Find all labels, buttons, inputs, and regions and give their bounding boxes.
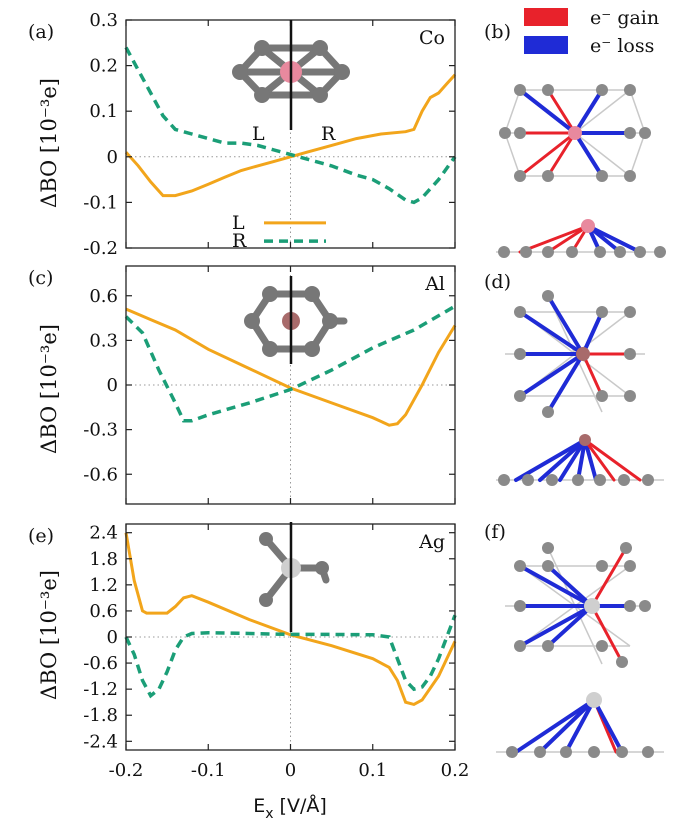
ytick-label: 0 (107, 375, 118, 396)
ylabel-c: ΔBO [10⁻³e] (37, 324, 61, 454)
element-label: Ag (418, 531, 445, 553)
ylabel-e: ΔBO [10⁻³e] (37, 570, 61, 700)
panel-label-d: (d) (484, 271, 511, 293)
ytick-label: 0 (107, 147, 118, 168)
structure-b-icon (496, 84, 666, 258)
panel-label: (a) (28, 21, 54, 43)
ytick-label: -2.4 (83, 731, 118, 752)
xlabel-unit: [V/Å] (274, 794, 327, 817)
xtick-label: 0.1 (358, 760, 387, 781)
series-R-line (124, 614, 457, 699)
ytick-label: -0.6 (83, 653, 118, 674)
ytick-label: 0.6 (89, 601, 118, 622)
xlabel-sub: x (265, 806, 273, 822)
inset-ag-icon (259, 522, 330, 632)
series-R-line (124, 304, 456, 423)
legend-label-R: R (232, 230, 247, 252)
ytick-label: -0.6 (83, 464, 118, 485)
ytick-label: -0.2 (83, 238, 118, 259)
structure-d-icon (496, 290, 664, 486)
panel-c: -0.6 -0.3 0 0.3 0.6 (c) Al (28, 265, 457, 505)
legend-label-L: L (232, 212, 245, 234)
panel-label: (e) (28, 525, 54, 547)
ytick-label: 0 (107, 627, 118, 648)
ytick-label: 0.1 (89, 101, 118, 122)
ytick-label: 0.2 (89, 56, 118, 77)
inset-label-R: R (321, 123, 336, 145)
panel-label: (c) (28, 267, 53, 289)
structure-f-icon (496, 542, 664, 758)
element-label: Co (419, 27, 445, 49)
ytick-label: -0.3 (83, 420, 118, 441)
ytick-label: 1.8 (89, 549, 118, 570)
ytick-label: 1.2 (89, 575, 118, 596)
series-L-line (124, 532, 457, 707)
y-axis-labels: ΔBO [10⁻³e] ΔBO [10⁻³e] ΔBO [10⁻³e] (37, 78, 61, 700)
ytick-label: -0.1 (83, 192, 118, 213)
panel-label-f: (f) (484, 521, 506, 543)
series-L-line (125, 307, 457, 427)
panel-e: -2.4 -1.8 -1.2 -0.6 0 0.6 1.2 1.8 2.4 -0.2 -0.1 0 0.… (28, 523, 469, 781)
loss-label: e⁻ loss (590, 35, 654, 57)
ylabel-a: ΔBO [10⁻³e] (37, 78, 61, 208)
xtick-label: 0.2 (441, 760, 470, 781)
ytick-label: -1.2 (83, 679, 118, 700)
series-L-line (124, 73, 457, 198)
loss-swatch (524, 36, 568, 54)
xtick-label: -0.1 (191, 760, 226, 781)
inset-label-L: L (252, 123, 265, 145)
xlabel: Ex [V/Å] (253, 794, 327, 822)
panel-label-b: (b) (484, 21, 511, 43)
xtick-label: -0.2 (109, 760, 144, 781)
ytick-label: 0.6 (89, 286, 118, 307)
gain-label: e⁻ gain (590, 7, 659, 29)
bond-legend: e⁻ gain e⁻ loss (524, 7, 659, 57)
xtick-label: 0 (285, 760, 296, 781)
ytick-label: -1.8 (83, 705, 118, 726)
ytick-label: 2.4 (89, 523, 118, 544)
gain-swatch (524, 8, 568, 26)
chart-panels: -0.2-0.100.10.20.3(a) CoLR-0.6-0.300.30.6… (28, 10, 469, 781)
inset-co-icon: L R (232, 20, 350, 145)
ytick-label: 0.3 (89, 10, 118, 31)
inset-al-icon (244, 276, 348, 364)
xlabel-E: E (253, 795, 265, 817)
element-label: Al (424, 273, 445, 295)
ytick-label: 0.3 (89, 330, 118, 351)
